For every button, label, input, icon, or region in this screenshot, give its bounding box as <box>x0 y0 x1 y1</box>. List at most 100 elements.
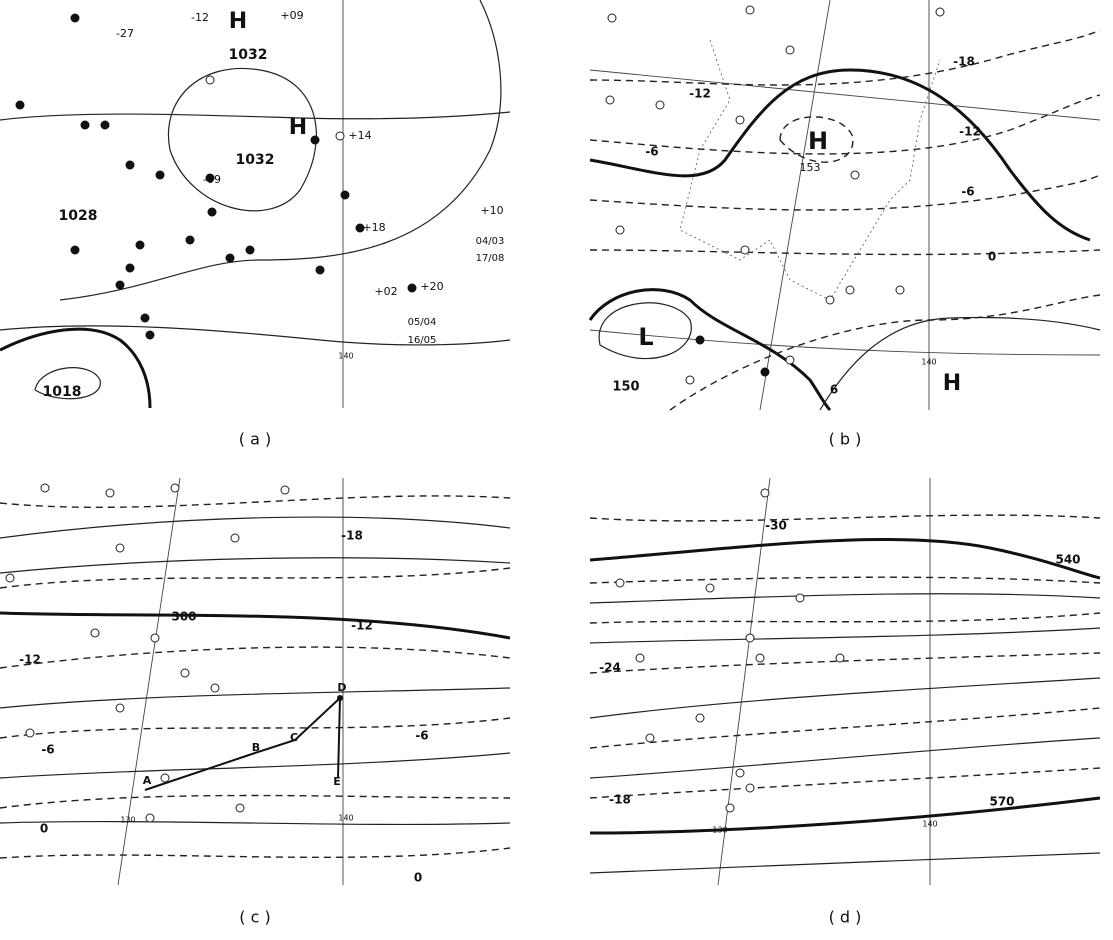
map-label: 130 <box>120 816 135 825</box>
station <box>656 101 664 109</box>
station <box>408 284 417 293</box>
stations <box>606 6 944 384</box>
map-label: -12 <box>19 653 41 667</box>
map-label: -09 <box>203 173 221 186</box>
station <box>316 266 325 275</box>
station <box>311 136 320 145</box>
panel-caption: ( c ) <box>239 908 270 927</box>
map-label: 1018 <box>43 384 82 400</box>
map-label: +14 <box>348 129 371 142</box>
station <box>116 281 125 290</box>
map-label: H <box>808 127 828 155</box>
panel-a: H1032H103210281018-27-12+09+14+18+1004/0… <box>0 0 510 408</box>
map-label: 1028 <box>59 208 98 224</box>
isotherm <box>670 295 1100 410</box>
station <box>761 368 770 377</box>
station <box>41 484 49 492</box>
isotherm <box>590 708 1100 748</box>
station <box>156 171 165 180</box>
station <box>211 684 219 692</box>
map-label: H <box>943 371 961 396</box>
map-label: E <box>333 775 341 788</box>
station <box>686 376 694 384</box>
station <box>936 8 944 16</box>
station <box>746 634 754 642</box>
station <box>81 121 90 130</box>
map-label: 140 <box>921 358 936 367</box>
station <box>151 634 159 642</box>
isoheight <box>590 594 1100 603</box>
map-label: -18 <box>341 529 363 543</box>
isotherm <box>0 848 510 858</box>
map-label: 0 <box>988 250 996 264</box>
station <box>746 6 754 14</box>
isotherm <box>0 647 510 668</box>
station <box>71 14 80 23</box>
station <box>226 254 235 263</box>
station <box>746 784 754 792</box>
isotherm <box>590 653 1100 673</box>
station <box>786 356 794 364</box>
map-label: +20 <box>420 280 443 293</box>
map-label: 0 <box>414 871 422 885</box>
map-label: -30 <box>765 519 787 533</box>
map-label: +02 <box>374 285 397 298</box>
isotherm <box>590 250 1100 254</box>
map-label: 540 <box>1055 553 1080 567</box>
isoheight <box>0 688 510 708</box>
map-label: L <box>638 323 653 351</box>
station <box>608 14 616 22</box>
station <box>71 246 80 255</box>
station <box>736 116 744 124</box>
isotherm <box>590 613 1100 623</box>
isoheight <box>590 678 1100 718</box>
station <box>761 489 769 497</box>
map-label: -12 <box>191 11 209 24</box>
isoheight <box>590 628 1100 643</box>
map-label: +10 <box>480 204 503 217</box>
isoheight <box>0 822 510 825</box>
isotherm <box>590 515 1100 521</box>
station <box>161 774 169 782</box>
station <box>91 629 99 637</box>
station <box>136 241 145 250</box>
stations <box>616 489 844 812</box>
isotherm <box>0 796 510 809</box>
isotherm <box>590 577 1100 583</box>
meridian <box>718 478 770 885</box>
meridian <box>590 70 1100 120</box>
isobar <box>0 112 510 120</box>
map-label: A <box>143 774 152 787</box>
station <box>696 336 705 345</box>
panel-caption: ( d ) <box>829 908 862 927</box>
map-label: 17/08 <box>476 253 505 264</box>
front <box>590 70 1090 240</box>
station <box>26 729 34 737</box>
map-label: +18 <box>362 221 385 234</box>
map-label: 16/05 <box>408 335 437 346</box>
map-label: -18 <box>953 55 975 69</box>
isotherm <box>590 30 1100 85</box>
station <box>101 121 110 130</box>
map-label: -12 <box>351 619 373 633</box>
station <box>208 208 217 217</box>
map-label: -6 <box>41 743 54 757</box>
station <box>846 286 854 294</box>
station <box>126 264 135 273</box>
isoheight <box>590 853 1100 873</box>
isoheight <box>0 558 510 573</box>
station <box>116 544 124 552</box>
station <box>281 486 289 494</box>
map-label: -6 <box>645 145 658 159</box>
map-label: -6 <box>961 185 974 199</box>
station <box>896 286 904 294</box>
map-label: 130 <box>712 826 727 835</box>
station <box>206 76 214 84</box>
station <box>786 46 794 54</box>
station <box>186 236 195 245</box>
station <box>646 734 654 742</box>
station <box>741 246 749 254</box>
map-label: 140 <box>338 814 353 823</box>
